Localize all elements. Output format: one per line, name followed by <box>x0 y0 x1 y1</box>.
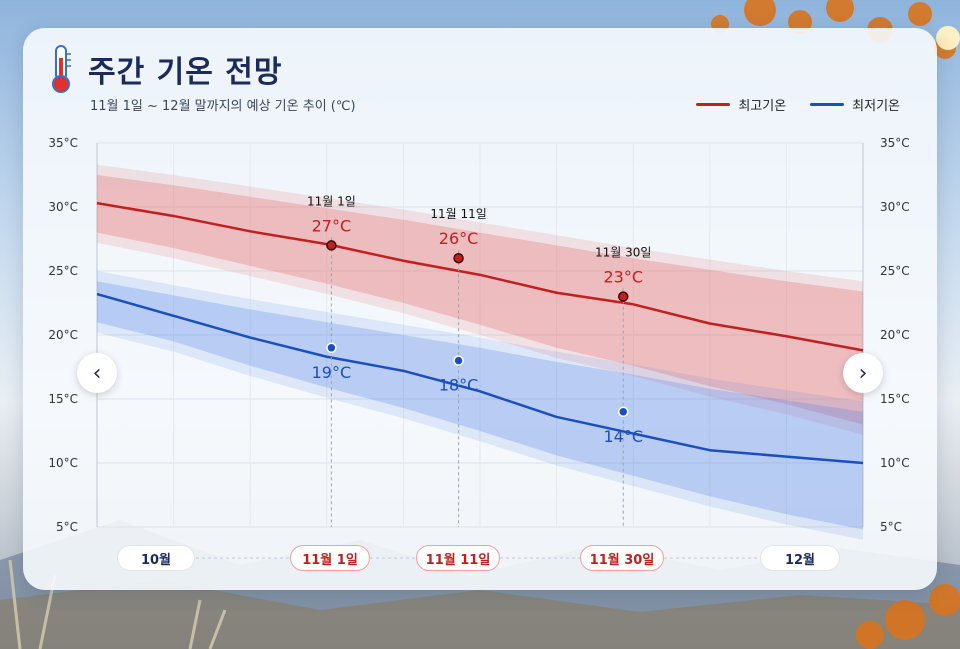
chart-grid: 5°C 5°C 10°C 10°C 15°C 15°C 20°C 20°C 25°C 25°C 30… <box>48 136 909 534</box>
legend-label-low: 최저기온 <box>852 99 900 114</box>
data-label-high: 27°C <box>312 216 352 235</box>
legend-swatch-low <box>810 103 845 106</box>
y-tick-label-left: 35°C <box>48 136 78 150</box>
timeline-label: 11월 1일 <box>302 552 358 568</box>
next-button[interactable]: › <box>843 353 883 393</box>
y-tick-label-left: 30°C <box>48 200 78 214</box>
y-tick-label-right: 35°C <box>880 136 910 150</box>
data-label-high: 23°C <box>603 268 643 287</box>
data-label-low: 19°C <box>312 363 352 382</box>
timeline-pill-nov-11[interactable]: 11월 11일 <box>416 545 500 571</box>
legend-label-high: 최고기온 <box>738 99 787 114</box>
timeline-pill-december[interactable]: 12월 <box>760 545 840 571</box>
data-label-low: 14°C <box>603 427 643 446</box>
y-tick-label-left: 10°C <box>48 456 78 470</box>
y-tick-label-right: 25°C <box>880 264 910 278</box>
y-tick-label-right: 5°C <box>880 520 902 534</box>
y-tick-label-right: 15°C <box>880 392 910 406</box>
range-band-outer-0 <box>97 164 863 435</box>
range-band-outer-1 <box>97 271 863 540</box>
annotation-date-label: 11월 30일 <box>595 246 651 260</box>
point-high <box>326 240 337 251</box>
timeline-pill-nov-30[interactable]: 11월 30일 <box>580 545 664 571</box>
point-low <box>326 342 337 354</box>
timeline-label: 11월 30일 <box>589 552 655 568</box>
y-tick-label-left: 20°C <box>48 328 78 342</box>
timeline-label: 12월 <box>784 552 816 568</box>
annotation-date-label: 11월 1일 <box>307 194 356 208</box>
series-line-high <box>96 201 864 352</box>
timeline-pill-nov-1[interactable]: 11월 1일 <box>290 545 370 571</box>
legend-item-low: 최저기온 <box>810 95 900 114</box>
page-title: 주간 기온 전망 <box>88 55 283 90</box>
data-label-high: 26°C <box>439 229 479 248</box>
prev-button[interactable]: ‹ <box>77 353 117 393</box>
legend-item-high: 최고기온 <box>696 95 786 114</box>
y-tick-label-left: 5°C <box>56 520 78 534</box>
annotation-date-label: 11월 11일 <box>430 207 486 221</box>
y-tick-label-right: 30°C <box>880 200 910 214</box>
page-subtitle: 11월 1일 ~ 12월 말까지의 예상 기온 추이 (℃) <box>90 99 356 114</box>
timeline-label: 10월 <box>140 552 172 568</box>
legend-swatch-high <box>696 103 731 106</box>
header: 주간 기온 전망 <box>48 44 283 94</box>
chevron-right-icon: › <box>858 360 868 386</box>
timeline-pill-october[interactable]: 10월 <box>117 545 195 571</box>
data-label-low: 18°C <box>439 376 479 395</box>
series-line-low <box>96 292 864 465</box>
timeline-label: 11월 11일 <box>425 552 491 568</box>
point-high <box>617 291 629 302</box>
point-high <box>453 252 464 264</box>
point-low <box>453 355 464 366</box>
range-band-1 <box>97 281 863 530</box>
chart-legend: 최고기온 최저기온 <box>672 95 900 114</box>
y-tick-label-left: 25°C <box>48 264 78 278</box>
thermometer-icon <box>52 45 71 93</box>
y-tick-label-right: 10°C <box>880 456 910 470</box>
chevron-left-icon: ‹ <box>92 360 102 386</box>
y-tick-label-right: 20°C <box>880 328 910 342</box>
y-tick-label-left: 15°C <box>48 392 78 406</box>
point-low <box>617 406 629 418</box>
